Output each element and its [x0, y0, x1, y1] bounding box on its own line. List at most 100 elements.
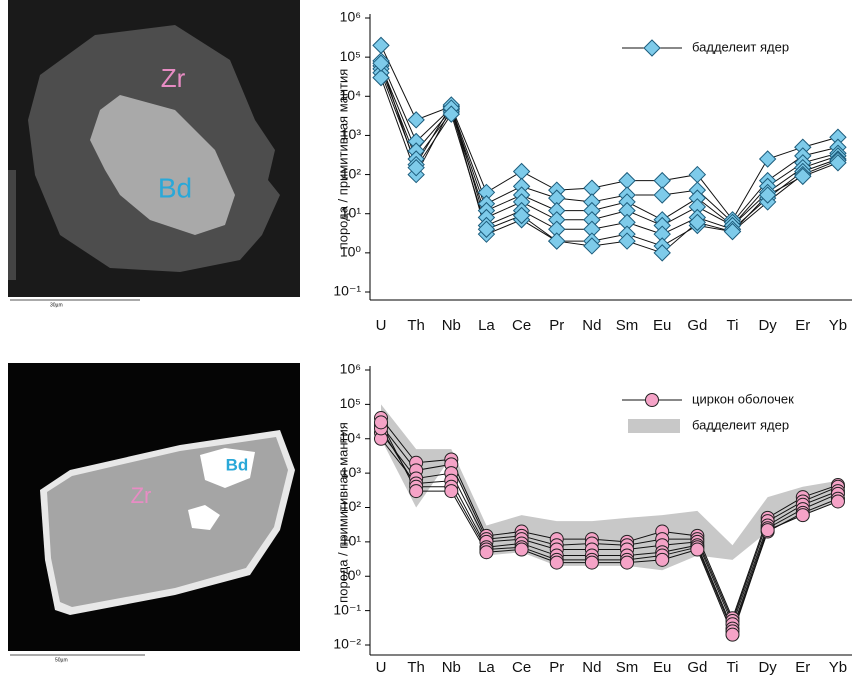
y-axis-label: порода / примитивная мантия [335, 69, 350, 250]
data-point [549, 555, 564, 570]
data-point [829, 154, 847, 172]
data-point [372, 36, 390, 55]
x-tick-label: Eu [653, 659, 671, 676]
x-tick-label: Nb [442, 659, 461, 676]
x-tick-label: Nd [582, 659, 601, 676]
data-point [584, 555, 599, 570]
x-tick-label: Sm [616, 317, 639, 334]
data-point [723, 222, 742, 241]
y-tick-label: 10³ [341, 126, 362, 142]
data-point [548, 232, 566, 250]
data-point [444, 484, 459, 499]
x-tick-label: La [478, 659, 495, 676]
micrograph-label: Zr [161, 63, 186, 93]
data-point [477, 220, 496, 238]
y-tick-label: 10² [341, 498, 362, 514]
data-point [830, 494, 845, 509]
data-point [760, 523, 775, 538]
legend-label: бадделеит ядер [692, 39, 789, 54]
y-tick-label: 10⁻¹ [333, 283, 361, 299]
data-point [795, 508, 810, 523]
data-point [688, 213, 707, 232]
data-point [653, 171, 671, 190]
data-point [653, 186, 671, 204]
y-tick-label: 10⁴ [339, 87, 361, 103]
baddeleyite-inclusion [200, 448, 255, 488]
data-point [442, 105, 461, 123]
x-tick-label: Eu [653, 317, 671, 334]
x-tick-label: Yb [829, 317, 847, 334]
data-point [620, 555, 635, 570]
series-line [380, 422, 839, 637]
x-tick-label: Ti [727, 659, 739, 676]
data-point [374, 415, 388, 430]
grain-edge [8, 170, 16, 280]
data-point [512, 162, 531, 181]
x-tick-label: U [376, 659, 387, 676]
data-point [655, 552, 670, 567]
x-tick-label: Ce [512, 659, 531, 676]
y-tick-label: 10⁻¹ [333, 601, 361, 617]
x-tick-label: Yb [829, 659, 847, 676]
baddeleyite-core [90, 95, 235, 235]
y-tick-label: 10⁶ [340, 361, 361, 377]
legend-label: бадделеит ядер [692, 417, 789, 432]
x-tick-label: Er [795, 659, 810, 676]
data-point [618, 232, 636, 250]
y-tick-label: 10³ [341, 464, 362, 480]
x-tick-label: Pr [549, 317, 564, 334]
x-tick-label: Sm [616, 659, 639, 676]
x-tick-label: Ti [727, 317, 739, 334]
y-tick-label: 10¹ [341, 533, 362, 549]
y-axis-label: порода / примитивная мантия [335, 422, 350, 603]
x-tick-label: Dy [758, 317, 777, 334]
data-point [725, 627, 740, 642]
y-tick-label: 10¹ [341, 204, 362, 220]
data-point [479, 545, 494, 560]
y-tick-label: 10⁶ [340, 9, 361, 25]
data-point [512, 206, 531, 225]
legend-label: циркон оболочек [692, 391, 794, 406]
series-line [380, 77, 839, 247]
y-tick-label: 10⁵ [340, 48, 361, 64]
x-tick-label: Th [407, 659, 425, 676]
data-point [643, 39, 661, 57]
data-point [688, 165, 707, 184]
data-point [794, 167, 812, 186]
data-point [758, 150, 777, 168]
data-point [409, 484, 424, 499]
legend-swatch [628, 419, 680, 433]
y-tick-label: 10⁰ [340, 244, 362, 260]
x-tick-label: Th [407, 317, 425, 334]
x-tick-label: La [478, 317, 495, 334]
y-tick-label: 10⁵ [340, 395, 361, 411]
range-band [381, 404, 838, 571]
data-point [514, 542, 529, 557]
data-point [690, 542, 705, 557]
scale-label: 30µm [50, 302, 63, 308]
x-tick-label: Gd [687, 317, 707, 334]
baddeleyite-inclusion [188, 505, 220, 530]
x-tick-label: Dy [758, 659, 777, 676]
y-tick-label: 10⁰ [340, 567, 362, 583]
y-tick-label: 10⁻² [333, 636, 361, 652]
micrograph-label: Bd [158, 172, 192, 203]
data-point [645, 393, 659, 407]
y-tick-label: 10⁴ [339, 429, 361, 445]
data-point [407, 111, 425, 129]
micrograph-label: Zr [131, 483, 152, 508]
x-tick-label: Gd [687, 659, 707, 676]
data-point [583, 237, 601, 255]
data-point [758, 186, 777, 204]
micrograph-label: Bd [226, 455, 249, 474]
data-point [653, 244, 671, 262]
series-line [380, 45, 839, 221]
data-point [618, 171, 636, 190]
data-point [372, 54, 390, 72]
y-tick-label: 10² [341, 165, 362, 181]
data-point [372, 68, 390, 87]
x-tick-label: Ce [512, 317, 531, 334]
x-tick-label: Er [795, 317, 810, 334]
